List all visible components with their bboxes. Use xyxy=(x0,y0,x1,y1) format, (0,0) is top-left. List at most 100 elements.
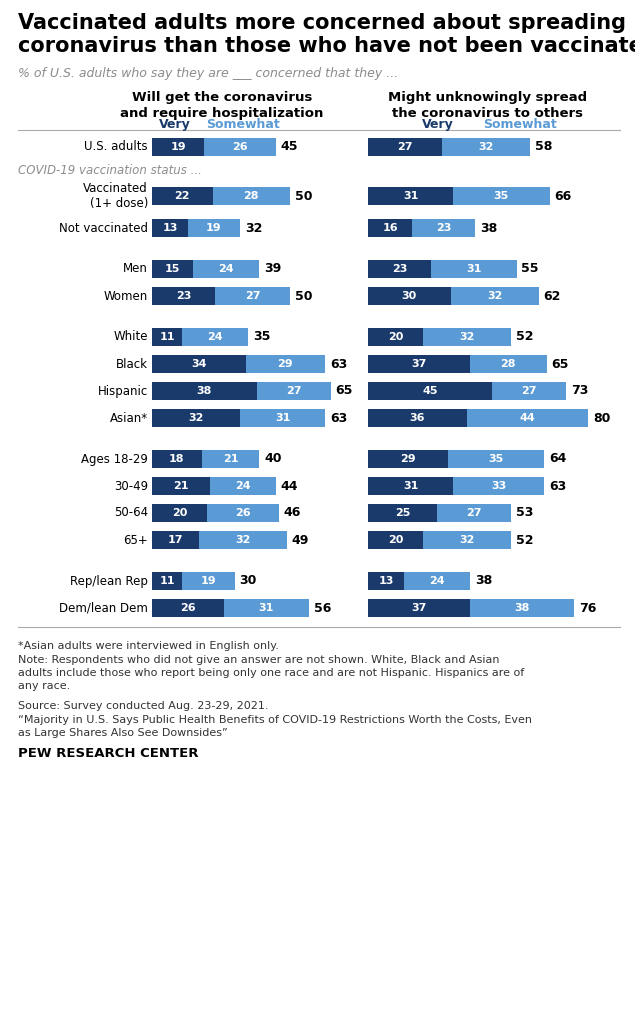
Text: Rep/lean Rep: Rep/lean Rep xyxy=(70,575,148,587)
Text: 56: 56 xyxy=(314,602,331,615)
Text: 21: 21 xyxy=(223,454,238,464)
Bar xyxy=(182,328,248,346)
Text: 31: 31 xyxy=(403,191,418,201)
Text: 65+: 65+ xyxy=(123,534,148,546)
Text: 27: 27 xyxy=(466,508,481,518)
Bar xyxy=(152,382,257,400)
Bar xyxy=(152,328,182,346)
Bar xyxy=(246,355,325,373)
Text: 29: 29 xyxy=(277,359,293,369)
Text: 65: 65 xyxy=(336,385,353,398)
Bar xyxy=(404,572,470,590)
Bar xyxy=(182,572,234,590)
Text: Ages 18-29: Ages 18-29 xyxy=(81,452,148,465)
Text: 32: 32 xyxy=(459,535,475,545)
Bar xyxy=(450,287,538,305)
Text: 35: 35 xyxy=(488,454,504,464)
Bar xyxy=(201,450,259,468)
Bar xyxy=(152,355,246,373)
Bar xyxy=(368,138,442,155)
Text: 32: 32 xyxy=(459,332,475,342)
Text: 31: 31 xyxy=(275,413,290,422)
Text: 45: 45 xyxy=(281,140,298,153)
Text: 23: 23 xyxy=(392,264,407,274)
Text: 64: 64 xyxy=(549,452,566,465)
Text: 52: 52 xyxy=(516,534,533,546)
Bar xyxy=(470,355,547,373)
Text: 52: 52 xyxy=(516,330,533,344)
Bar xyxy=(204,138,276,155)
Bar xyxy=(152,572,182,590)
Text: 32: 32 xyxy=(487,291,502,301)
Text: 80: 80 xyxy=(593,411,610,425)
Text: 30-49: 30-49 xyxy=(114,480,148,492)
Bar xyxy=(368,260,431,278)
Text: 31: 31 xyxy=(403,481,418,491)
Text: COVID-19 vaccination status ...: COVID-19 vaccination status ... xyxy=(18,164,202,177)
Text: 27: 27 xyxy=(398,142,413,152)
Text: 17: 17 xyxy=(168,535,183,545)
Text: 23: 23 xyxy=(436,223,451,233)
Text: 18: 18 xyxy=(169,454,185,464)
Text: 34: 34 xyxy=(191,359,206,369)
Text: 63: 63 xyxy=(549,480,566,492)
Text: Note: Respondents who did not give an answer are not shown. White, Black and Asi: Note: Respondents who did not give an an… xyxy=(18,655,525,692)
Text: 11: 11 xyxy=(159,576,175,586)
Text: 65: 65 xyxy=(552,357,569,370)
Bar xyxy=(423,328,511,346)
Text: 13: 13 xyxy=(162,223,178,233)
Text: 16: 16 xyxy=(382,223,398,233)
Text: PEW RESEARCH CENTER: PEW RESEARCH CENTER xyxy=(18,747,199,760)
Bar xyxy=(152,287,215,305)
Text: 20: 20 xyxy=(388,332,403,342)
Text: 27: 27 xyxy=(521,386,537,396)
Text: 58: 58 xyxy=(535,140,552,153)
Text: 26: 26 xyxy=(235,508,251,518)
Bar xyxy=(240,409,325,427)
Bar xyxy=(442,138,530,155)
Text: Might unknowingly spread
the coronavirus to others: Might unknowingly spread the coronavirus… xyxy=(389,91,587,120)
Text: 15: 15 xyxy=(165,264,180,274)
Text: 38: 38 xyxy=(197,386,212,396)
Text: 76: 76 xyxy=(579,602,597,615)
Text: U.S. adults: U.S. adults xyxy=(84,140,148,153)
Bar xyxy=(368,599,470,617)
Text: Asian*: Asian* xyxy=(110,411,148,425)
Bar xyxy=(152,504,207,522)
Text: 32: 32 xyxy=(235,535,250,545)
Text: 37: 37 xyxy=(411,359,427,369)
Text: 19: 19 xyxy=(170,142,186,152)
Bar xyxy=(368,504,437,522)
Text: Hispanic: Hispanic xyxy=(98,385,148,398)
Text: 32: 32 xyxy=(479,142,494,152)
Bar xyxy=(368,328,423,346)
Text: 63: 63 xyxy=(330,357,347,370)
Text: 24: 24 xyxy=(429,576,444,586)
Bar xyxy=(368,450,448,468)
Text: 37: 37 xyxy=(411,603,427,613)
Text: 25: 25 xyxy=(395,508,410,518)
Text: 28: 28 xyxy=(243,191,258,201)
Text: 11: 11 xyxy=(159,332,175,342)
Text: 30: 30 xyxy=(239,575,257,587)
Text: 38: 38 xyxy=(475,575,492,587)
Text: 29: 29 xyxy=(400,454,416,464)
Text: 50: 50 xyxy=(295,290,312,303)
Text: 24: 24 xyxy=(235,481,251,491)
Text: 28: 28 xyxy=(500,359,516,369)
Text: 33: 33 xyxy=(491,481,506,491)
Text: Dem/lean Dem: Dem/lean Dem xyxy=(59,602,148,615)
Text: 24: 24 xyxy=(208,332,223,342)
Text: 36: 36 xyxy=(410,413,425,422)
Bar xyxy=(152,138,204,155)
Bar xyxy=(210,477,276,495)
Bar xyxy=(152,260,193,278)
Bar xyxy=(368,572,404,590)
Bar xyxy=(188,219,240,237)
Text: 23: 23 xyxy=(176,291,191,301)
Text: 24: 24 xyxy=(218,264,234,274)
Text: Women: Women xyxy=(104,290,148,303)
Text: 46: 46 xyxy=(283,506,301,520)
Bar xyxy=(213,187,290,205)
Text: 22: 22 xyxy=(175,191,190,201)
